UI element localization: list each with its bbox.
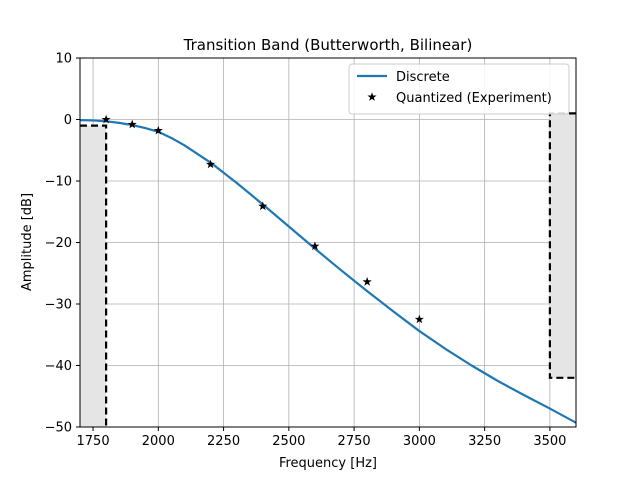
data-point-quantized — [258, 201, 268, 211]
x-tick-label: 1750 — [77, 434, 110, 449]
legend: Discrete Quantized (Experiment) — [348, 63, 570, 115]
data-point-quantized — [362, 277, 372, 286]
y-tick-label: 10 — [55, 52, 72, 67]
y-axis-label: Amplitude [dB] — [20, 193, 35, 291]
y-tick-label: −30 — [45, 298, 72, 313]
y-tick-label: −40 — [45, 359, 72, 374]
y-tick-label: −20 — [45, 236, 72, 251]
data-point-quantized — [205, 159, 216, 169]
y-tick-label: −10 — [45, 175, 72, 190]
legend-label-quantized: Quantized (Experiment) — [396, 91, 552, 106]
data-point-quantized — [153, 125, 163, 135]
passband-spec-fill — [80, 125, 107, 427]
y-tick-label: 0 — [64, 113, 72, 128]
data-point-quantized — [127, 119, 137, 129]
legend-star-swatch — [367, 92, 377, 101]
x-tick-label: 3000 — [403, 434, 436, 449]
x-tick-label: 2750 — [338, 434, 371, 449]
x-tick-label: 3250 — [468, 434, 501, 449]
legend-label-discrete: Discrete — [396, 70, 450, 85]
x-axis-ticks: 1750 2000 2250 2500 2750 3000 3250 3500 — [77, 427, 566, 449]
passband-spec-border — [80, 124, 108, 427]
marker-layer — [101, 114, 424, 324]
x-axis-label: Frequency [Hz] — [279, 456, 377, 471]
legend-box — [348, 63, 570, 115]
stopband-spec-fill — [549, 113, 576, 378]
x-tick-label: 2250 — [207, 434, 240, 449]
x-tick-label: 2000 — [142, 434, 175, 449]
x-tick-label: 3500 — [533, 434, 566, 449]
y-tick-label: −50 — [45, 421, 72, 436]
chart-title: Transition Band (Butterworth, Bilinear) — [183, 36, 473, 54]
x-tick-label: 2500 — [272, 434, 305, 449]
data-point-quantized — [414, 314, 424, 324]
y-axis-ticks: −50 −40 −30 −20 −10 0 10 — [45, 52, 80, 436]
data-point-quantized — [101, 114, 111, 124]
data-point-quantized — [310, 241, 320, 251]
